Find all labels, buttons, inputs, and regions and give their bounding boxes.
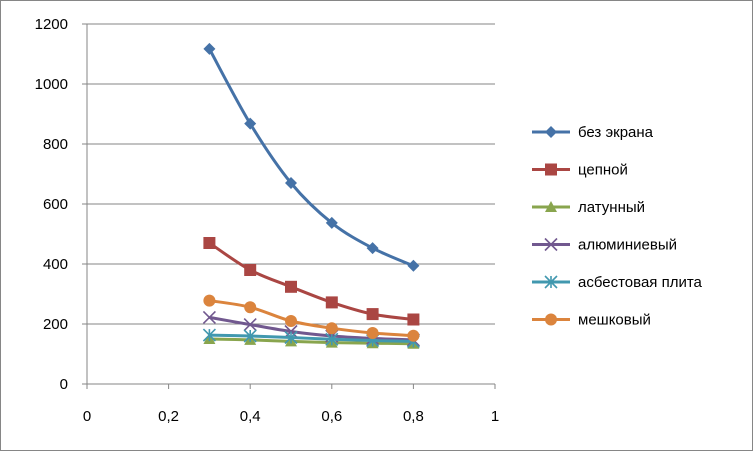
gridlines: [87, 23, 495, 325]
data-point: [325, 332, 339, 346]
data-point: [243, 329, 257, 343]
data-point: [285, 177, 297, 189]
series-0: [203, 42, 420, 272]
series-line: [209, 333, 414, 343]
x-tick-label: 0,2: [158, 408, 179, 425]
data-point: [203, 237, 216, 249]
series-layer: [202, 42, 420, 349]
series-line: [209, 299, 414, 338]
legend-label: цепной: [578, 162, 628, 179]
legend-label: мешковый: [578, 312, 651, 329]
y-tick-label: 0: [60, 376, 68, 393]
data-point: [407, 259, 420, 272]
series-1: [203, 237, 420, 326]
legend-entry-0: без экрана: [532, 124, 654, 141]
data-point: [407, 313, 420, 326]
legend-marker: [544, 275, 558, 289]
legend-marker: [545, 313, 557, 326]
y-tick-label: 1000: [35, 76, 68, 93]
legend-entry-1: цепной: [532, 162, 628, 179]
legend-label: латунный: [578, 199, 645, 216]
legend: без экрана цепной латунный алюминиевый асбес…: [532, 124, 703, 329]
series-line: [209, 315, 414, 342]
series-4: [202, 328, 420, 348]
data-point: [244, 301, 257, 314]
x-tick-label: 0,6: [321, 408, 342, 425]
data-point: [285, 315, 297, 327]
y-tick-label: 800: [43, 136, 68, 153]
legend-label: алюминиевый: [578, 237, 677, 254]
data-point: [243, 318, 257, 332]
legend-entry-2: латунный: [532, 199, 645, 216]
series-5: [203, 294, 420, 342]
legend-marker: [545, 201, 557, 212]
y-tick-label: 600: [43, 196, 68, 213]
legend-entry-5: мешковый: [532, 312, 651, 329]
data-point: [366, 327, 379, 339]
data-point: [203, 42, 216, 55]
data-point: [202, 310, 216, 324]
x-tick-label: 0: [83, 408, 91, 425]
legend-entry-3: алюминиевый: [532, 237, 677, 254]
data-point: [325, 296, 338, 309]
data-point: [366, 242, 379, 255]
y-tick-label: 400: [43, 256, 68, 273]
y-tick-label: 200: [43, 316, 68, 333]
y-tick-label: 1200: [35, 16, 68, 33]
data-point: [244, 264, 257, 276]
data-point: [285, 280, 297, 293]
data-point: [284, 330, 298, 345]
legend-label: асбестовая плита: [578, 274, 703, 291]
data-point: [202, 328, 216, 342]
series-line: [208, 48, 414, 268]
legend-marker: [545, 163, 557, 176]
legend-marker: [544, 237, 558, 252]
data-point: [325, 322, 338, 335]
legend-entry-4: асбестовая плита: [532, 274, 703, 291]
data-point: [203, 294, 216, 307]
x-tick-label: 0,4: [240, 408, 261, 425]
data-point: [244, 117, 257, 130]
data-point: [366, 308, 379, 321]
legend-label: без экрана: [578, 124, 654, 141]
x-tick-label: 0,8: [403, 408, 424, 425]
data-point: [325, 216, 338, 229]
data-point: [407, 329, 420, 342]
x-tick-label: 1: [491, 408, 499, 425]
axes: 0 200 400 600 800 1000 1200 0 0,2 0,4 0,6 0,8 1: [35, 16, 500, 425]
legend-marker: [545, 126, 557, 138]
